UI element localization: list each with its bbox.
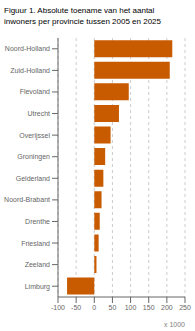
svg-text:100: 100 <box>125 304 137 311</box>
svg-text:Drenthe: Drenthe <box>25 218 50 225</box>
svg-text:Noord-Holland: Noord-Holland <box>8 45 50 52</box>
svg-text:Groningen: Groningen <box>17 153 50 161</box>
svg-text:Flevoland: Flevoland <box>20 88 50 95</box>
svg-text:Limburg: Limburg <box>25 283 50 291</box>
svg-text:-100: -100 <box>51 304 65 311</box>
svg-text:Friesland: Friesland <box>21 240 50 247</box>
html-text:Figuur 1. Absolute toename van: Figuur 1. Absolute toename van het aanta… <box>4 6 161 27</box>
svg-text:-50: -50 <box>71 304 81 311</box>
svg-text:250: 250 <box>179 304 187 311</box>
svg-text:150: 150 <box>143 304 155 311</box>
svg-text:Zeeland: Zeeland <box>25 261 50 268</box>
svg-text:x 1000: x 1000 <box>164 321 185 328</box>
svg-text:200: 200 <box>161 304 173 311</box>
svg-text:Zuid-Holland: Zuid-Holland <box>10 67 50 74</box>
svg-text:Gelderland: Gelderland <box>16 175 50 182</box>
svg-text:0: 0 <box>92 304 96 311</box>
svg-text:Overijssel: Overijssel <box>19 132 50 140</box>
svg-text:Utrecht: Utrecht <box>27 110 50 117</box>
svg-text:50: 50 <box>109 304 117 311</box>
svg-text:Noord-Brabant: Noord-Brabant <box>8 196 50 203</box>
